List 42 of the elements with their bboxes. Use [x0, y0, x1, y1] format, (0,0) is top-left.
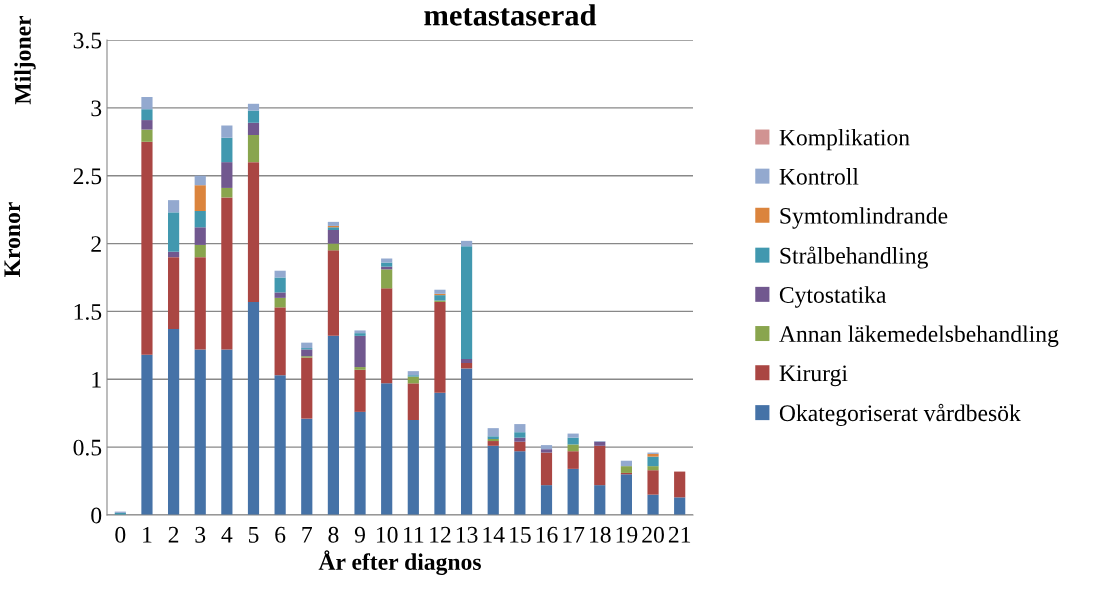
x-tick-label: 9: [354, 526, 365, 543]
y-tick-label: 1: [92, 371, 101, 388]
x-tick-label: 15: [510, 526, 531, 543]
legend-label: Strålbehandling: [780, 246, 928, 269]
x-tick-label: 18: [590, 526, 611, 543]
x-tick-label: 6: [275, 526, 286, 543]
x-tick-label: 13: [456, 526, 478, 543]
x-tick-label: 10: [376, 526, 398, 543]
y-tick-label: 2.5: [73, 168, 102, 185]
y-axis-title: Kronor: [4, 202, 21, 277]
x-tick-label: 8: [328, 526, 339, 543]
x-tick-label: 20: [642, 526, 664, 543]
x-tick-label: 0: [115, 526, 126, 543]
legend-label: Symtomlindrande: [780, 207, 948, 229]
x-axis-title: År efter diagnos: [318, 550, 481, 575]
y-tick-label: 2: [91, 236, 101, 252]
x-tick-label: 21: [668, 526, 691, 543]
legend-label: Kirurgi: [779, 365, 848, 387]
x-tick-label: 17: [563, 526, 585, 543]
x-tick-label: 11: [404, 526, 424, 543]
y-tick-label: 1.5: [74, 304, 102, 320]
legend-label: Kontroll: [779, 168, 859, 185]
x-tick-label: 2: [168, 526, 179, 543]
y-tick-label: 3: [91, 100, 102, 117]
x-tick-label: 16: [536, 526, 558, 543]
x-tick-label: 4: [221, 526, 233, 543]
x-tick-label: 19: [616, 526, 638, 543]
legend-label: Komplikation: [779, 128, 910, 151]
y-tick-label: 0.5: [73, 439, 102, 456]
x-tick-label: 1: [143, 526, 152, 543]
y-tick-label: 3.5: [73, 32, 102, 49]
x-tick-label: 14: [483, 526, 505, 543]
x-tick-label: 5: [248, 527, 259, 543]
legend-label: Cytostatika: [779, 286, 887, 308]
chart-title: metastaserad: [424, 4, 597, 26]
x-tick-label: 7: [302, 527, 312, 543]
legend-label: Okategoriserat vårdbesök: [779, 403, 1021, 427]
text: Miljoner: [14, 15, 36, 105]
x-tick-label: 3: [195, 526, 206, 543]
y-tick-label: 0: [91, 507, 102, 524]
legend-label: Annan läkemedelsbehandling: [779, 325, 1059, 347]
x-tick-label: 12: [430, 526, 451, 543]
